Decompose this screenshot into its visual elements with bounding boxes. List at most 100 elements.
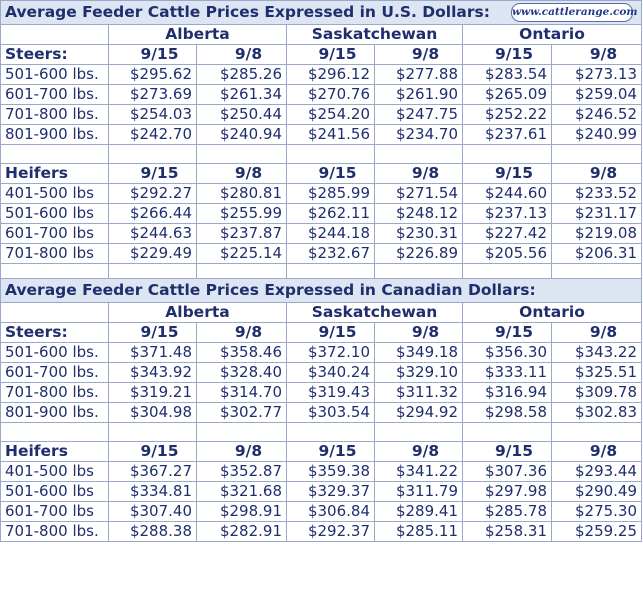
date-header: 9/8 [196,163,287,184]
usd-province-row: Alberta Saskatchewan Ontario [0,24,643,45]
price-cell: $329.37 [286,481,375,502]
price-cell: $292.37 [286,521,375,542]
cad-steers-header-row: Steers: 9/15 9/8 9/15 9/8 9/15 9/8 [0,322,643,343]
date-header: 9/8 [550,44,643,65]
price-cell: $329.10 [374,362,463,383]
price-cell: $297.98 [462,481,552,502]
price-cell: $225.14 [196,243,287,264]
date-header: 9/8 [550,163,643,184]
empty-cell [374,263,463,279]
empty-cell [0,263,109,279]
empty-cell [286,422,375,442]
price-cell: $226.89 [374,243,463,264]
price-cell: $316.94 [462,382,552,403]
price-cell: $341.22 [374,461,463,482]
date-header: 9/8 [374,441,463,462]
cad-title-row: Average Feeder Cattle Prices Expressed i… [0,278,643,303]
price-cell: $293.44 [550,461,643,482]
price-cell: $229.49 [108,243,197,264]
province-header: Saskatchewan [286,24,463,45]
weight-class: 801-900 lbs. [0,124,109,145]
price-cell: $290.49 [550,481,643,502]
province-header: Ontario [461,24,643,45]
empty-cell [462,263,552,279]
date-header: 9/8 [196,44,287,65]
table-row: 601-700 lbs. $273.69 $261.34 $270.76 $261.90… [0,84,643,105]
weight-class: 601-700 lbs. [0,84,109,105]
table-row: 501-600 lbs. $371.48 $358.46 $372.10 $349.18… [0,342,643,363]
price-cell: $283.54 [462,64,552,85]
price-cell: $255.99 [196,203,287,224]
weight-class: 501-600 lbs [0,481,109,502]
price-cell: $261.90 [374,84,463,105]
price-cell: $280.81 [196,183,287,204]
price-cell: $254.20 [286,104,375,125]
weight-class: 401-500 lbs [0,461,109,482]
table-row: 501-600 lbs. $295.62 $285.26 $296.12 $277.88… [0,64,643,85]
price-cell: $288.38 [108,521,197,542]
date-header: 9/15 [286,163,375,184]
price-cell: $231.17 [550,203,643,224]
price-cell: $246.52 [550,104,643,125]
empty-cell [0,144,109,164]
price-cell: $237.13 [462,203,552,224]
price-cell: $311.32 [374,382,463,403]
price-cell: $227.42 [462,223,552,244]
weight-class: 501-600 lbs. [0,64,109,85]
corner-cell [0,24,109,45]
price-cell: $258.31 [462,521,552,542]
price-cell: $259.04 [550,84,643,105]
price-cell: $230.31 [374,223,463,244]
price-cell: $340.24 [286,362,375,383]
province-header: Ontario [461,302,643,323]
table-row: 501-600 lbs $334.81 $321.68 $329.37 $311.79 $… [0,481,643,502]
price-table: Average Feeder Cattle Prices Expressed i… [0,0,643,542]
date-header: 9/15 [462,163,552,184]
price-cell: $237.87 [196,223,287,244]
empty-cell [550,144,643,164]
price-cell: $311.79 [374,481,463,502]
price-report: Average Feeder Cattle Prices Expressed i… [0,0,643,542]
price-cell: $205.56 [462,243,552,264]
price-cell: $273.69 [108,84,197,105]
cad-title-cell: Average Feeder Cattle Prices Expressed i… [0,278,643,303]
date-header: 9/15 [286,441,375,462]
date-header: 9/15 [108,441,197,462]
price-cell: $285.26 [196,64,287,85]
date-header: 9/15 [108,322,197,343]
table-row: 601-700 lbs $307.40 $298.91 $306.84 $289.41 $… [0,501,643,522]
table-row: 401-500 lbs $292.27 $280.81 $285.99 $271.54 $… [0,183,643,204]
price-cell: $356.30 [462,342,552,363]
province-header: Saskatchewan [286,302,463,323]
price-table-body: Average Feeder Cattle Prices Expressed i… [0,0,643,542]
empty-cell [550,422,643,442]
price-cell: $298.91 [196,501,287,522]
steers-label: Steers: [0,44,109,65]
date-header: 9/8 [196,322,287,343]
price-cell: $306.84 [286,501,375,522]
price-cell: $304.98 [108,402,197,423]
price-cell: $371.48 [108,342,197,363]
date-header: 9/15 [462,322,552,343]
price-cell: $298.58 [462,402,552,423]
price-cell: $321.68 [196,481,287,502]
table-row: 701-800 lbs $229.49 $225.14 $232.67 $226.89 $… [0,243,643,264]
date-header: 9/8 [374,322,463,343]
price-cell: $273.13 [550,64,643,85]
corner-cell [0,302,109,323]
price-cell: $248.12 [374,203,463,224]
province-header: Alberta [108,24,287,45]
empty-cell [286,144,375,164]
price-cell: $240.99 [550,124,643,145]
date-header: 9/15 [286,322,375,343]
price-cell: $271.54 [374,183,463,204]
table-row: 601-700 lbs $244.63 $237.87 $244.18 $230.31 $… [0,223,643,244]
empty-cell [196,422,287,442]
price-cell: $303.54 [286,402,375,423]
empty-cell [196,263,287,279]
price-cell: $241.56 [286,124,375,145]
price-cell: $328.40 [196,362,287,383]
price-cell: $309.78 [550,382,643,403]
weight-class: 601-700 lbs. [0,362,109,383]
price-cell: $343.92 [108,362,197,383]
